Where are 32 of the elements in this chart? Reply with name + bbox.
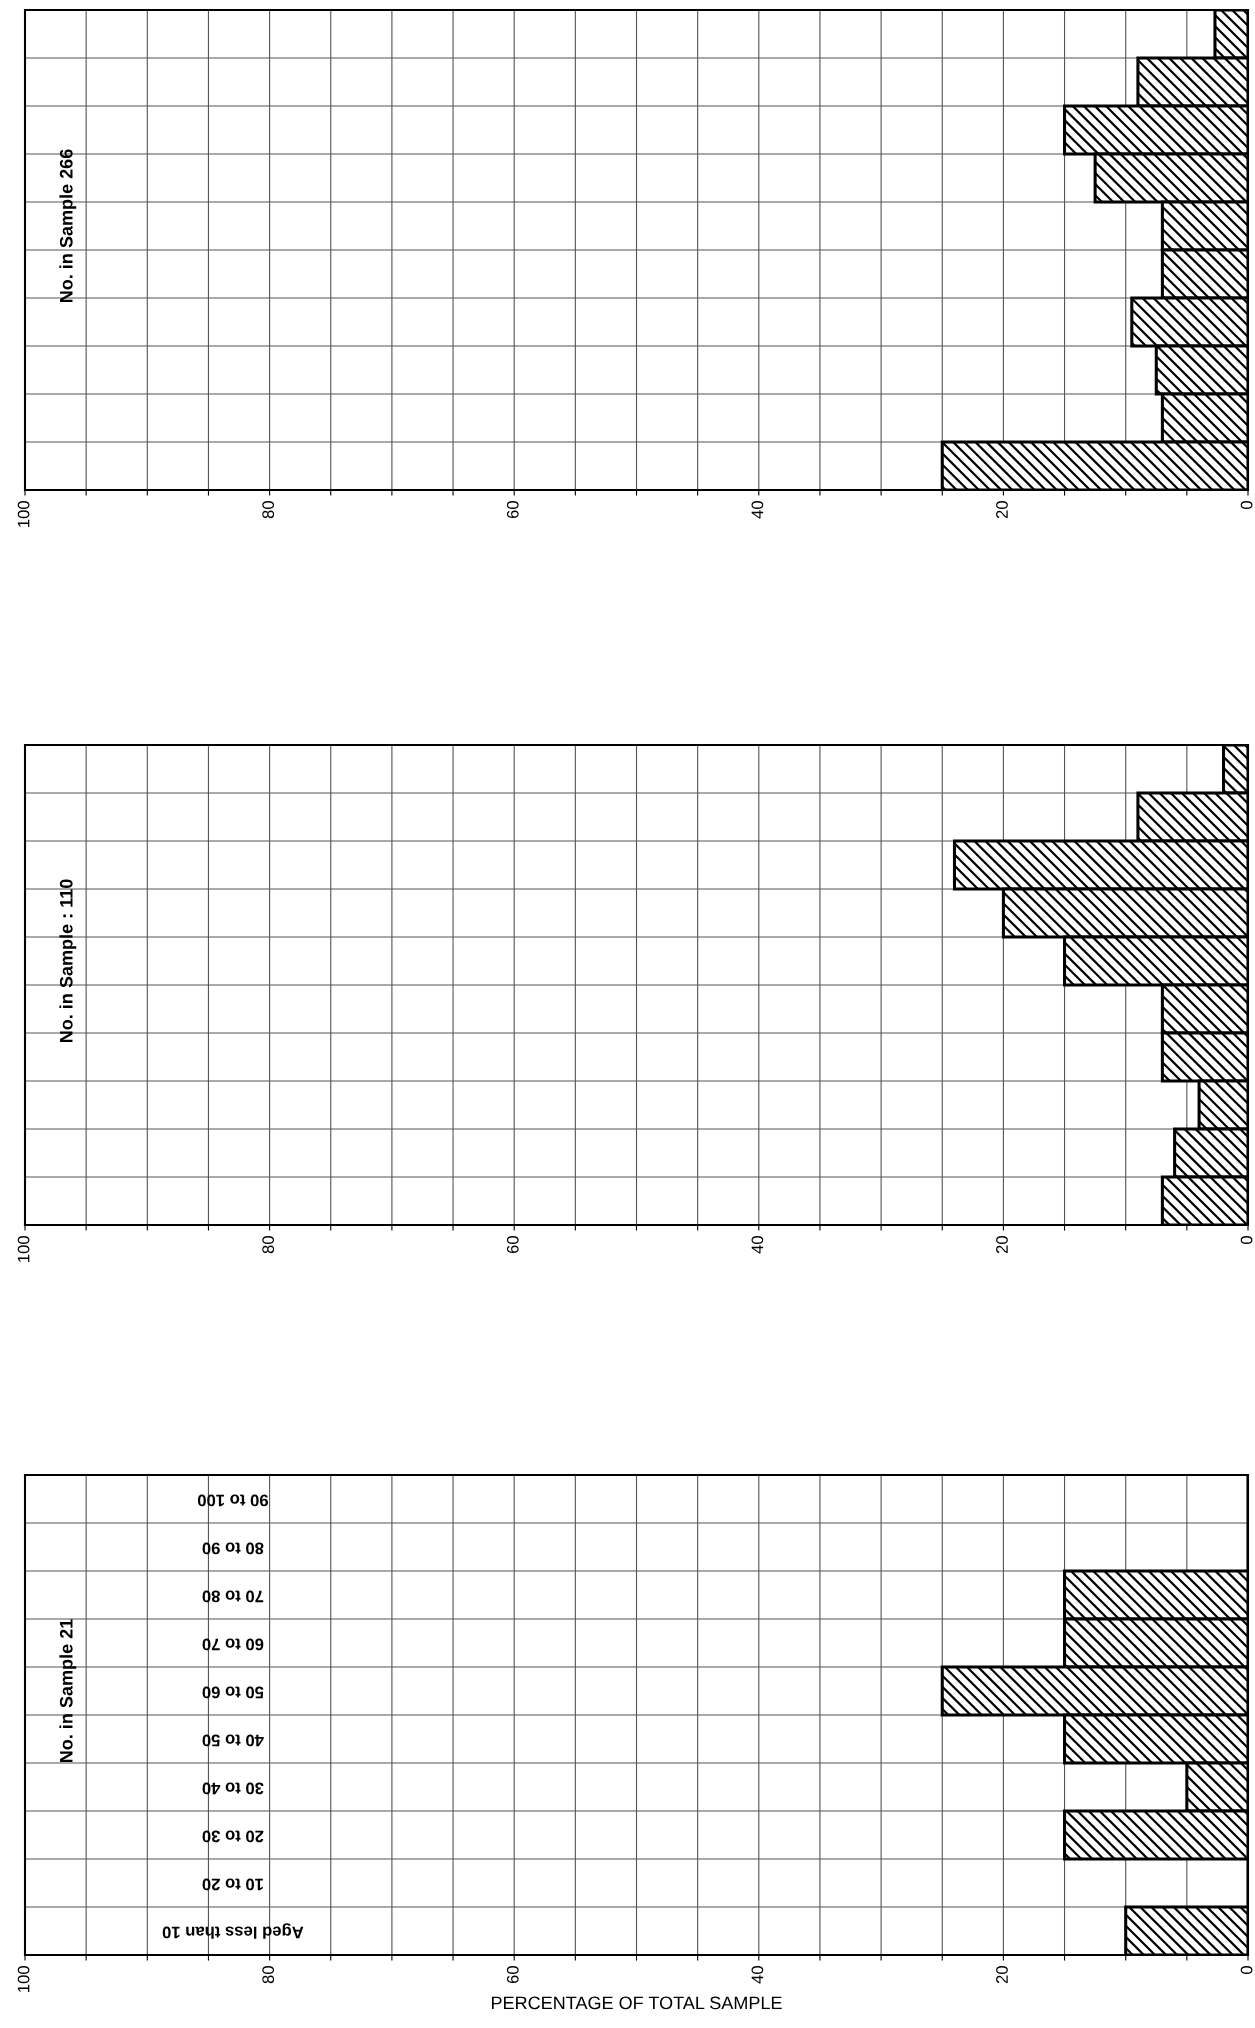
y-tick-label: 10 to 20 [202, 1878, 263, 1891]
y-tick-label: 40 to 50 [202, 1734, 264, 1747]
y-tick-label: 30 to 40 [202, 1782, 264, 1795]
x-tick-label: 80 [262, 1236, 275, 1254]
x-tick-label: 20 [996, 1236, 1008, 1254]
text: No. in Sample 21 [59, 1619, 77, 1763]
y-tick-label: Aged less than 10 [162, 1923, 304, 1939]
x-tick-label: 100 [17, 501, 30, 527]
x-tick-label: 40 [751, 1236, 764, 1254]
text: No. in Sample 266 [59, 149, 77, 303]
x-tick-label: 0 [1240, 1966, 1253, 1975]
x-tick-label: 0 [1240, 1236, 1253, 1245]
y-tick-label: 80 to 90 [202, 1542, 264, 1555]
x-tick-label: 40 [751, 1966, 764, 1984]
y-tick-label: 90 to 100 [197, 1494, 268, 1507]
text: No. in Sample : 110 [59, 879, 77, 1043]
x-tick-label: 40 [751, 501, 764, 519]
x-tick-label: 100 [17, 1236, 30, 1262]
x-tick-label: 100 [17, 1966, 30, 1992]
y-tick-label: 70 to 80 [202, 1590, 264, 1603]
x-axis-title: PERCENTAGE OF TOTAL SAMPLE [491, 1996, 782, 2010]
x-tick-label: 80 [262, 1966, 275, 1984]
x-tick-label: 80 [262, 501, 275, 519]
x-tick-label: 60 [506, 501, 519, 519]
x-tick-label: 0 [1240, 501, 1253, 510]
x-tick-label: 60 [506, 1966, 519, 1984]
x-tick-label: 20 [996, 1966, 1008, 1984]
x-tick-label: 60 [506, 1236, 519, 1254]
x-tick-label: 20 [996, 501, 1008, 519]
y-tick-label: 50 to 60 [202, 1686, 264, 1699]
y-tick-label: 20 to 30 [202, 1830, 264, 1843]
y-tick-label: 60 to 70 [202, 1638, 264, 1651]
